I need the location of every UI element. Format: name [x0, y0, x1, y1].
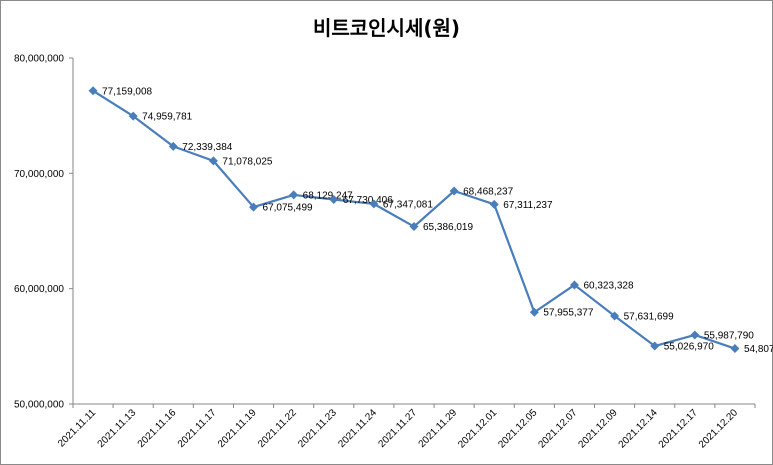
x-tick-label: 2021.11.29	[417, 407, 460, 450]
data-point-marker[interactable]	[329, 195, 339, 205]
data-label: 54,807,574	[744, 344, 773, 355]
y-tick-label: 50,000,000	[14, 400, 64, 411]
x-tick-label: 2021.11.19	[216, 407, 259, 450]
data-label: 60,323,328	[583, 280, 633, 291]
data-point-marker[interactable]	[489, 199, 499, 209]
data-point-marker[interactable]	[529, 307, 539, 317]
data-point-marker[interactable]	[369, 199, 379, 209]
data-point-marker[interactable]	[650, 341, 660, 351]
series-line	[92, 89, 736, 350]
data-point-marker[interactable]	[249, 202, 259, 212]
data-point-marker[interactable]	[128, 111, 138, 121]
x-tick-label: 2021.12.20	[697, 407, 740, 450]
x-tick-label: 2021.11.11	[56, 407, 98, 449]
x-tick-label: 2021.12.05	[496, 407, 539, 450]
data-label: 67,311,237	[503, 200, 553, 211]
data-label: 65,386,019	[423, 222, 473, 233]
y-tick-label: 70,000,000	[14, 169, 64, 180]
data-label: 55,987,790	[704, 330, 754, 341]
y-tick-label: 80,000,000	[14, 54, 64, 65]
x-tick-label: 2021.12.09	[577, 407, 620, 450]
data-label: 67,075,499	[263, 203, 313, 214]
data-point-marker[interactable]	[730, 344, 740, 354]
data-point-marker[interactable]	[168, 141, 178, 151]
data-label: 67,730,406	[343, 195, 393, 206]
y-tick-label: 60,000,000	[14, 284, 64, 295]
data-point-marker[interactable]	[569, 280, 579, 290]
x-tick-label: 2021.12.14	[617, 407, 660, 450]
chart-title: 비트코인시세(원)	[312, 16, 461, 40]
x-tick-label: 2021.11.13	[96, 407, 139, 450]
data-point-marker[interactable]	[409, 222, 419, 232]
x-tick-label: 2021.12.01	[456, 407, 499, 450]
data-label: 71,078,025	[222, 156, 272, 167]
data-point-marker[interactable]	[610, 311, 620, 321]
data-label: 68,129,247	[303, 190, 353, 201]
data-point-marker[interactable]	[690, 330, 700, 340]
x-tick-label: 2021.11.23	[296, 407, 339, 450]
data-label: 57,955,377	[543, 308, 593, 319]
x-tick-label: 2021.11.27	[376, 407, 419, 450]
data-label: 68,468,237	[463, 186, 513, 197]
x-tick-label: 2021.12.07	[536, 407, 579, 450]
x-tick-label: 2021.11.17	[176, 407, 219, 450]
data-label: 55,026,970	[664, 342, 714, 353]
data-label: 77,159,008	[102, 86, 152, 97]
data-point-marker[interactable]	[208, 156, 218, 166]
data-label: 72,339,384	[182, 142, 232, 153]
data-label: 57,631,699	[624, 311, 674, 322]
x-tick-label: 2021.12.17	[657, 407, 700, 450]
data-point-marker[interactable]	[88, 86, 98, 96]
data-label: 67,347,081	[383, 199, 433, 210]
data-point-marker[interactable]	[449, 186, 459, 196]
x-tick-label: 2021.11.22	[256, 407, 299, 450]
data-label: 74,959,781	[142, 112, 192, 123]
x-tick-label: 2021.11.24	[336, 407, 379, 450]
x-tick-label: 2021.11.16	[136, 407, 179, 450]
data-point-marker[interactable]	[289, 190, 299, 200]
